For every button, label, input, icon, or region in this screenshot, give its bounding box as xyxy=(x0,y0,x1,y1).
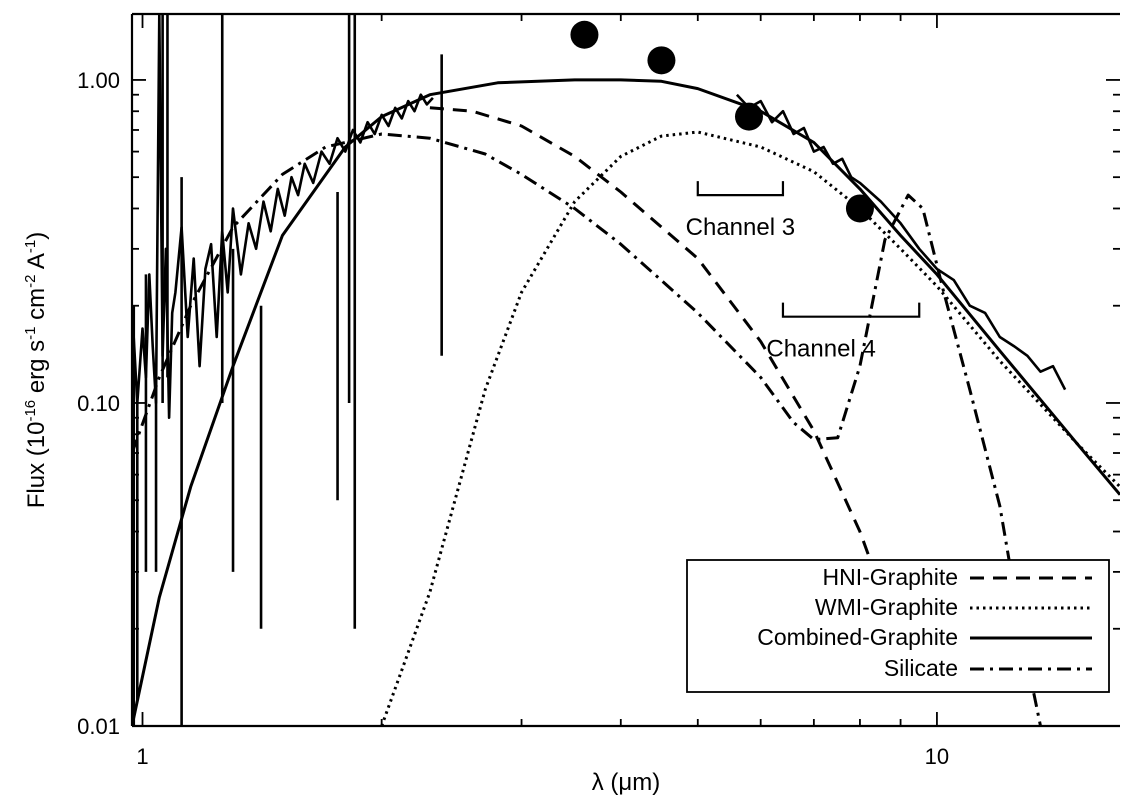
observed-spectrum-long xyxy=(735,93,1067,391)
legend: HNI-Graphite WMI-Graphite Combined-Graph… xyxy=(686,559,1110,693)
ylabel-exp4: -1 xyxy=(22,240,39,253)
photometry-point xyxy=(647,46,676,75)
y-tick-label: 0.10 xyxy=(77,391,120,416)
channel-4-label: Channel 4 xyxy=(766,336,875,363)
series-wmi-graphite xyxy=(380,130,1120,726)
legend-label-combined: Combined-Graphite xyxy=(757,624,958,650)
plot-area xyxy=(132,14,1120,726)
observed-spectrum xyxy=(132,14,1067,419)
series-combined-graphite xyxy=(132,78,1120,726)
channel-3-label: Channel 3 xyxy=(686,214,795,241)
photometry-point xyxy=(570,20,599,49)
channel-3-bracket xyxy=(696,181,785,197)
y-axis-title: Flux (10-16 erg s-1 cm-2 A-1) xyxy=(22,232,50,508)
ylabel-base: Flux (10 xyxy=(23,422,50,509)
ylabel-mid2: cm xyxy=(23,288,50,327)
ylabel-end: ) xyxy=(23,232,50,240)
photometry-point xyxy=(845,194,874,223)
series-silicate xyxy=(132,132,1042,726)
observed-spectrum-short xyxy=(132,14,434,419)
channel-4-bracket xyxy=(781,302,921,318)
y-tick-label: 1.00 xyxy=(77,68,120,93)
legend-label-wmi: WMI-Graphite xyxy=(815,594,958,620)
tick-labels: 1 10 0.01 0.10 1.00 xyxy=(77,68,949,769)
x-tick-label: 10 xyxy=(925,744,949,769)
ylabel-exp3: -2 xyxy=(22,274,39,287)
ylabel-exp1: -16 xyxy=(22,400,39,422)
series-hni-graphite xyxy=(429,106,903,645)
x-tick-label: 1 xyxy=(136,744,148,769)
legend-label-hni: HNI-Graphite xyxy=(823,564,958,590)
spectrum-spikes xyxy=(132,14,443,726)
model-series xyxy=(132,78,1120,726)
ylabel-mid1: erg s xyxy=(23,340,50,400)
ylabel-mid3: A xyxy=(23,253,50,274)
photometry-points xyxy=(570,20,874,223)
x-axis-title: λ (μm) xyxy=(592,769,660,796)
y-tick-label: 0.01 xyxy=(77,714,120,739)
ylabel-exp2: -1 xyxy=(22,326,39,339)
legend-label-silicate: Silicate xyxy=(884,655,958,681)
photometry-point xyxy=(734,102,763,131)
channel-annotations: Channel 3 Channel 4 xyxy=(686,181,921,363)
